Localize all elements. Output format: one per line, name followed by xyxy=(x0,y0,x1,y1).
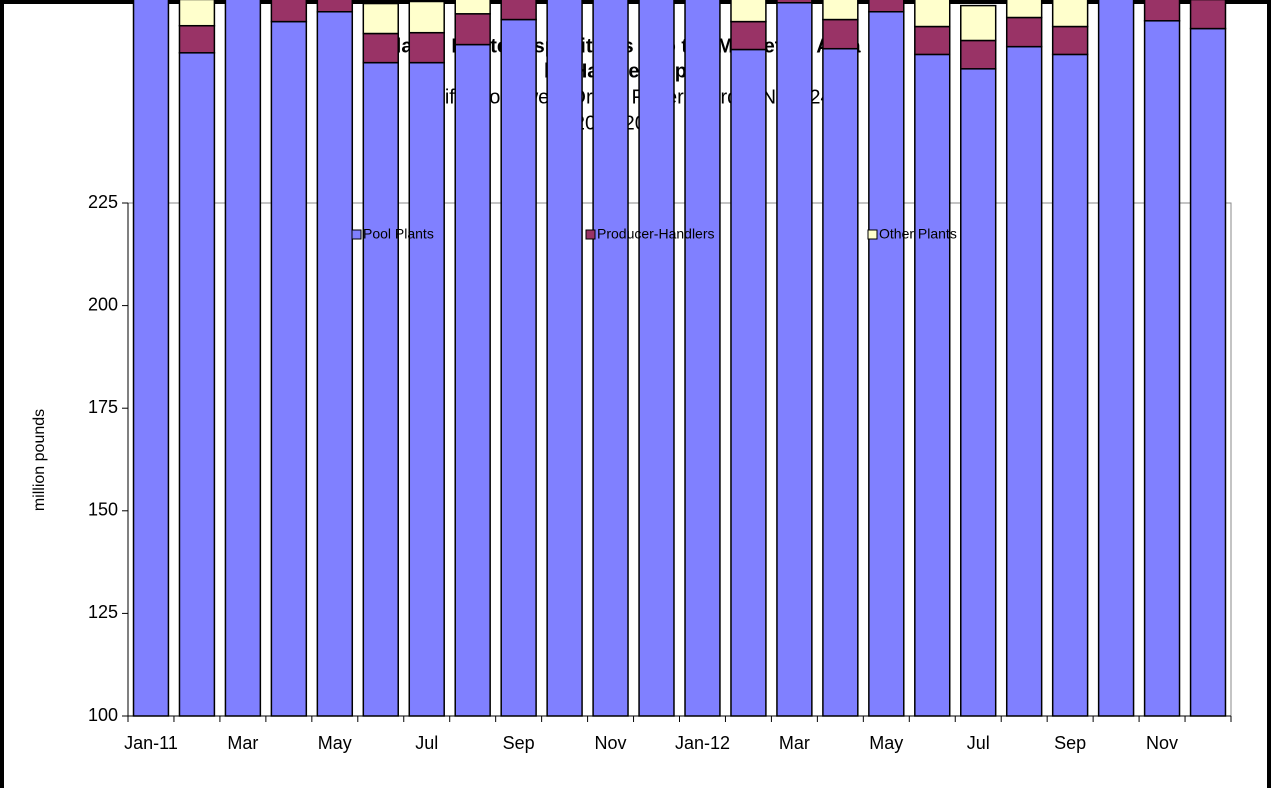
y-tick-label: 175 xyxy=(88,397,118,417)
bar-segment xyxy=(132,0,170,717)
bar-segment xyxy=(1051,53,1089,717)
bar-segment xyxy=(1143,20,1181,717)
legend-label: Pool Plants xyxy=(363,226,434,242)
bar-segment xyxy=(1005,16,1043,48)
x-tick-label: Nov xyxy=(595,733,627,753)
legend-swatch xyxy=(867,229,878,240)
bar-segment xyxy=(546,0,583,717)
bar-segment xyxy=(776,0,813,4)
plot-area xyxy=(127,202,1232,717)
x-tick-label: May xyxy=(869,733,903,753)
bar-segment xyxy=(776,1,813,717)
bar-segment xyxy=(500,18,537,717)
bar-segment xyxy=(1189,0,1227,30)
bar-segment xyxy=(408,31,445,64)
bar-segment xyxy=(270,20,308,717)
x-tick-label: Mar xyxy=(227,733,258,753)
bar-segment xyxy=(914,53,951,717)
y-axis-label: million pounds xyxy=(31,409,48,511)
bar-segment xyxy=(1097,0,1135,717)
bar-segment xyxy=(408,61,445,717)
bar-segment xyxy=(454,0,491,15)
x-tick-label: Sep xyxy=(1054,733,1086,753)
legend-swatch xyxy=(585,229,596,240)
bar-segment xyxy=(178,52,216,717)
y-tick-label: 200 xyxy=(88,294,118,314)
bar-segment xyxy=(1051,0,1089,28)
bar-segment xyxy=(454,13,491,46)
x-tick-label: Sep xyxy=(503,733,535,753)
x-tick-label: May xyxy=(318,733,352,753)
bar-segment xyxy=(362,2,399,35)
x-tick-label: Jul xyxy=(415,733,438,753)
y-tick-label: 100 xyxy=(88,705,118,725)
bar-segment xyxy=(730,20,767,51)
legend-label: Other Plants xyxy=(879,226,957,242)
bar-segment xyxy=(960,4,997,42)
bar-segment xyxy=(822,0,859,21)
bar-segment xyxy=(178,24,216,54)
bar-segment xyxy=(684,0,721,717)
legend-label: Producer-Handlers xyxy=(597,226,715,242)
bar-segment xyxy=(362,32,399,64)
bar-segment xyxy=(362,61,399,717)
bar-segment xyxy=(1143,0,1181,22)
bar-segment xyxy=(960,39,997,70)
y-tick-label: 150 xyxy=(88,500,118,520)
bar-segment xyxy=(1051,25,1089,56)
bar-segment xyxy=(178,0,216,27)
bar-segment xyxy=(408,0,445,34)
bar-segment xyxy=(454,43,491,717)
bar-segment xyxy=(822,18,859,50)
y-tick-label: 225 xyxy=(88,192,118,212)
bar-segment xyxy=(868,0,905,13)
x-tick-label: Nov xyxy=(1146,733,1178,753)
bar-segment xyxy=(960,68,997,717)
bar-segment xyxy=(1005,45,1043,717)
y-tick-label: 125 xyxy=(88,602,118,622)
bar-segment xyxy=(592,0,629,717)
bar-segment xyxy=(224,0,262,717)
legend-swatch xyxy=(351,229,362,240)
bar-segment xyxy=(822,47,859,717)
bar-segment xyxy=(914,25,951,56)
bar-segment xyxy=(914,0,951,28)
x-tick-label: Jul xyxy=(967,733,990,753)
bar-segment xyxy=(316,11,354,717)
x-tick-label: Jan-11 xyxy=(124,733,178,753)
bar-segment xyxy=(730,48,767,717)
bar-segment xyxy=(1189,27,1227,717)
x-tick-label: Mar xyxy=(779,733,810,753)
bar-segment xyxy=(638,0,675,717)
x-tick-label: Jan-12 xyxy=(675,733,730,753)
bar-segment xyxy=(316,0,354,13)
bar-segment xyxy=(868,11,905,717)
bar-segment xyxy=(730,0,767,23)
bar-segment xyxy=(270,0,308,23)
bar-segment xyxy=(500,0,537,21)
bar-segment xyxy=(1005,0,1043,19)
